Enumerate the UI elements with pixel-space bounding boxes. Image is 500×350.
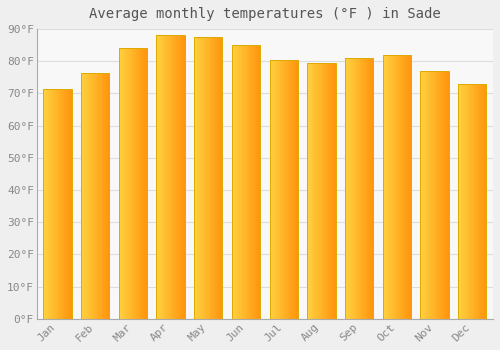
Bar — [345, 58, 374, 319]
Bar — [194, 37, 222, 319]
Bar — [81, 72, 110, 319]
Bar — [382, 55, 411, 319]
Bar — [308, 63, 336, 319]
Bar — [232, 45, 260, 319]
Bar — [458, 84, 486, 319]
Bar — [44, 89, 72, 319]
Title: Average monthly temperatures (°F ) in Sade: Average monthly temperatures (°F ) in Sa… — [89, 7, 441, 21]
Bar — [420, 71, 448, 319]
Bar — [118, 48, 147, 319]
Bar — [156, 35, 184, 319]
Bar — [270, 60, 298, 319]
